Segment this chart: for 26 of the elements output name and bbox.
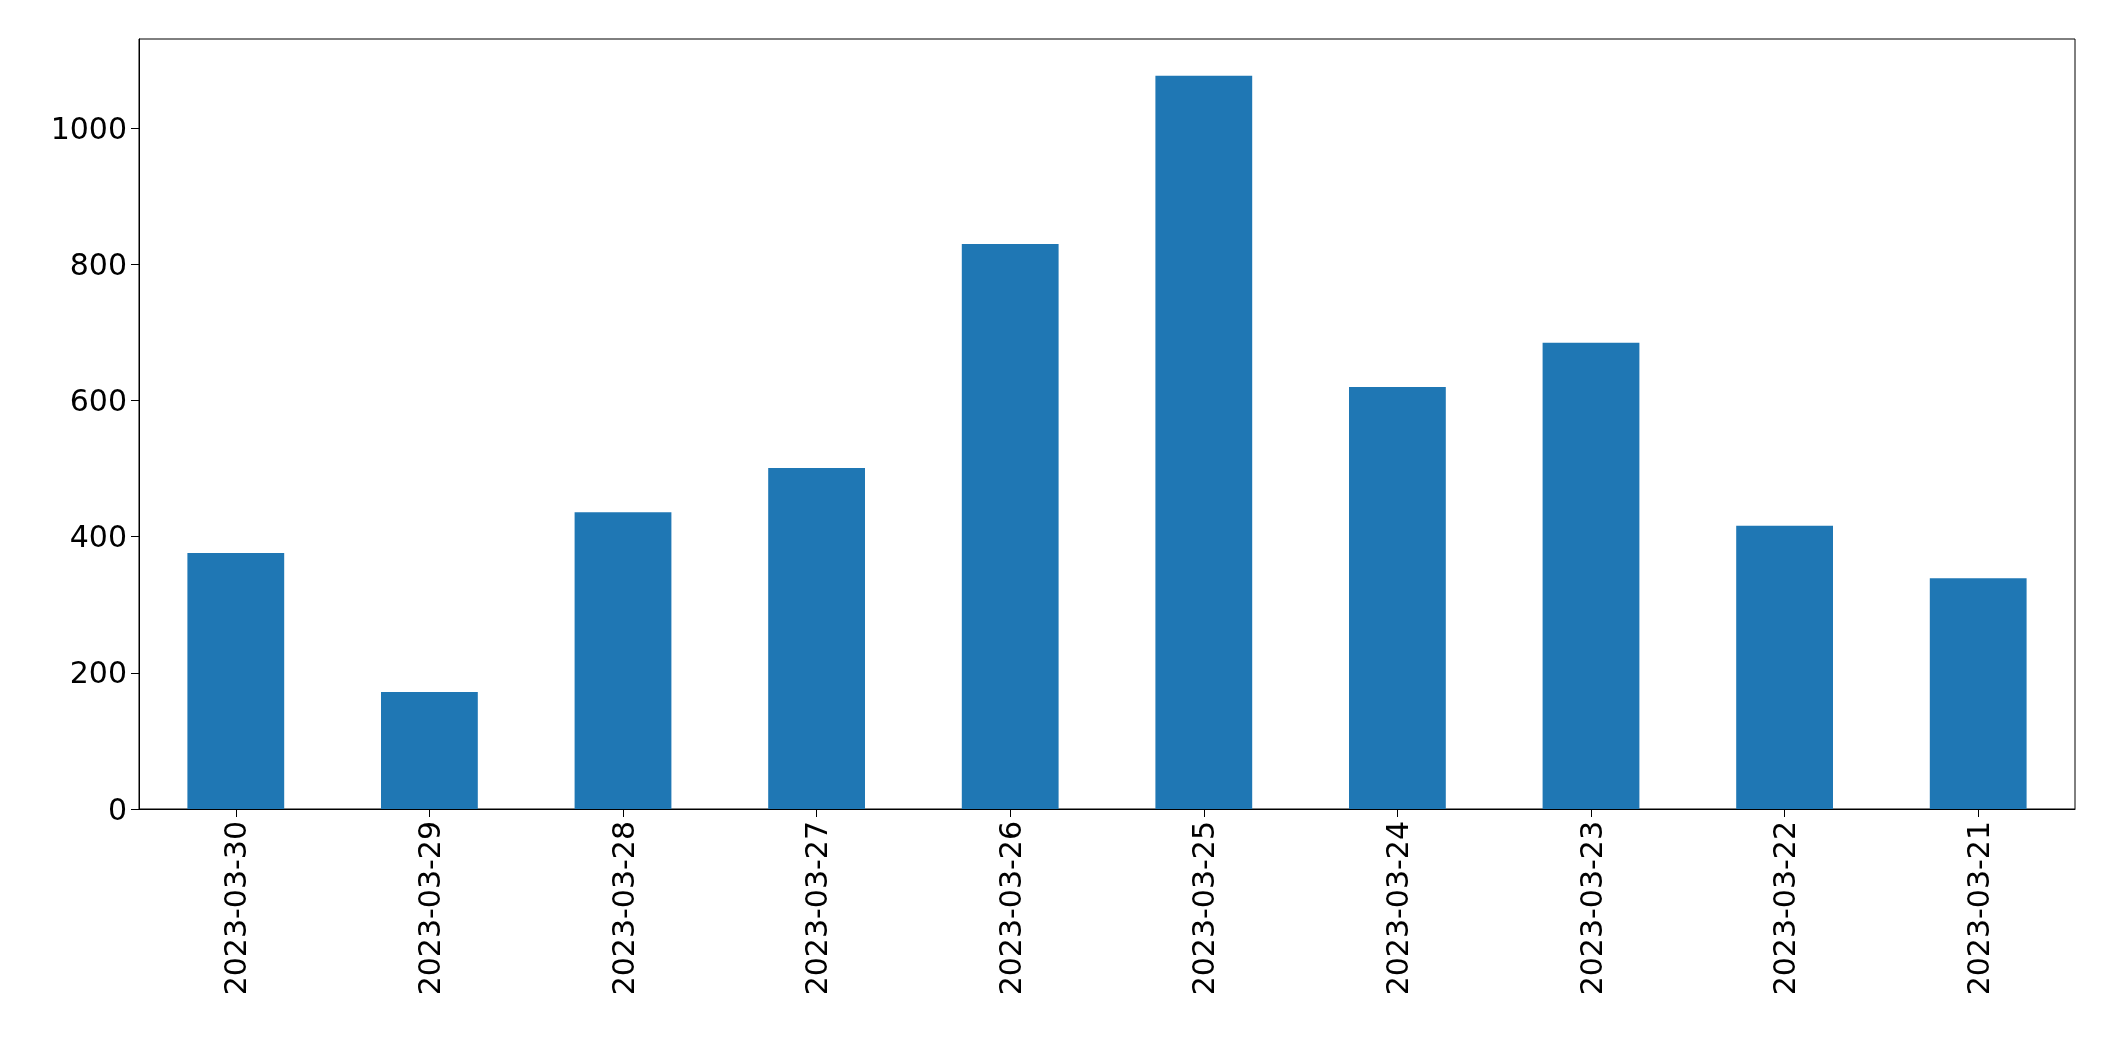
y-tick-label: 800 — [69, 246, 127, 282]
y-tick-label: 600 — [69, 383, 127, 419]
x-tick-label: 2023-03-22 — [1767, 821, 1803, 996]
bar — [1155, 75, 1253, 809]
y-tick-label: 0 — [107, 791, 127, 827]
x-tick-label: 2023-03-21 — [1960, 821, 1996, 996]
bar — [381, 691, 478, 809]
y-tick-label: 400 — [69, 519, 127, 555]
bar — [961, 243, 1059, 809]
y-tick-label: 1000 — [50, 110, 127, 146]
x-tick-label: 2023-03-28 — [605, 821, 641, 996]
bar — [1349, 386, 1446, 809]
x-tick-label: 2023-03-24 — [1379, 821, 1415, 996]
x-tick-label: 2023-03-30 — [218, 821, 254, 996]
x-tick-label: 2023-03-23 — [1573, 821, 1609, 996]
bar — [768, 467, 865, 809]
bar — [187, 553, 285, 809]
bar — [1929, 578, 2027, 809]
x-tick-label: 2023-03-29 — [411, 821, 447, 996]
bar — [574, 512, 672, 809]
x-tick-label: 2023-03-26 — [992, 821, 1028, 996]
y-tick-label: 200 — [69, 655, 127, 691]
bar — [1542, 342, 1640, 809]
x-tick-label: 2023-03-25 — [1186, 821, 1222, 996]
x-tick-label: 2023-03-27 — [799, 821, 835, 996]
bar — [1736, 525, 1833, 809]
